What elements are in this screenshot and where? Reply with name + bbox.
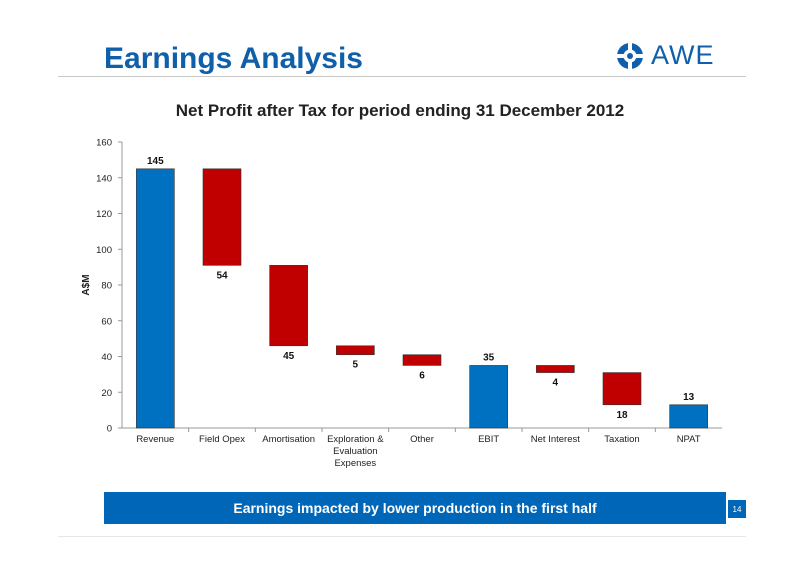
title-divider <box>58 76 746 77</box>
category-label: Field Opex <box>199 434 245 445</box>
awe-logo-icon <box>615 40 645 71</box>
data-label: 13 <box>683 392 695 403</box>
category-label: Amortisation <box>262 434 315 445</box>
category-label: Evaluation <box>333 446 377 457</box>
category-label: Taxation <box>604 434 639 445</box>
logo-text: AWE <box>651 40 715 70</box>
chart-data-labels: 145 54 45 5 6 35 4 18 13 <box>147 156 695 421</box>
y-tick-label: 100 <box>96 245 112 256</box>
total-bar <box>136 168 175 429</box>
category-label: Revenue <box>136 434 174 445</box>
total-bar <box>669 404 708 429</box>
category-label: Exploration & <box>327 434 384 445</box>
y-tick-label: 160 <box>96 138 112 149</box>
category-label: Expenses <box>334 458 376 469</box>
data-label: 145 <box>147 156 164 167</box>
y-tick-label: 20 <box>101 388 112 399</box>
y-tick-label: 40 <box>101 352 112 363</box>
y-axis-label: A$M <box>81 274 92 295</box>
slide-title: Earnings Analysis <box>104 42 363 75</box>
chart-axes: 0 20 40 60 80 100 120 140 160 A$M <box>81 138 722 435</box>
y-tick-label: 120 <box>96 209 112 220</box>
chart-title: Net Profit after Tax for period ending 3… <box>175 101 625 120</box>
data-label: 6 <box>419 370 425 381</box>
y-tick-label: 140 <box>96 173 112 184</box>
category-label: NPAT <box>677 434 701 445</box>
page-number: 14 <box>728 500 746 518</box>
decrease-bar <box>202 168 242 266</box>
category-label: Other <box>410 434 434 445</box>
y-tick-label: 0 <box>107 424 112 435</box>
decrease-bar <box>602 372 642 406</box>
data-label: 54 <box>216 270 228 281</box>
chart-bars <box>136 168 708 429</box>
data-label: 45 <box>283 351 295 362</box>
decrease-bar <box>269 265 308 347</box>
footer-divider <box>58 536 746 537</box>
category-label: Net Interest <box>531 434 580 445</box>
data-label: 5 <box>353 360 359 371</box>
category-label: EBIT <box>478 434 499 445</box>
total-bar <box>469 365 508 429</box>
decrease-bar <box>402 354 442 366</box>
y-tick-label: 80 <box>101 281 112 292</box>
data-label: 4 <box>553 378 559 389</box>
company-logo: AWE <box>615 40 715 71</box>
summary-banner: Earnings impacted by lower production in… <box>104 492 726 524</box>
data-label: 18 <box>616 410 628 421</box>
decrease-bar <box>536 365 575 373</box>
decrease-bar <box>336 345 375 356</box>
data-label: 35 <box>483 352 495 363</box>
chart-category-labels: Revenue Field Opex Amortisation Exploration… <box>136 434 701 469</box>
y-tick-label: 60 <box>101 316 112 327</box>
